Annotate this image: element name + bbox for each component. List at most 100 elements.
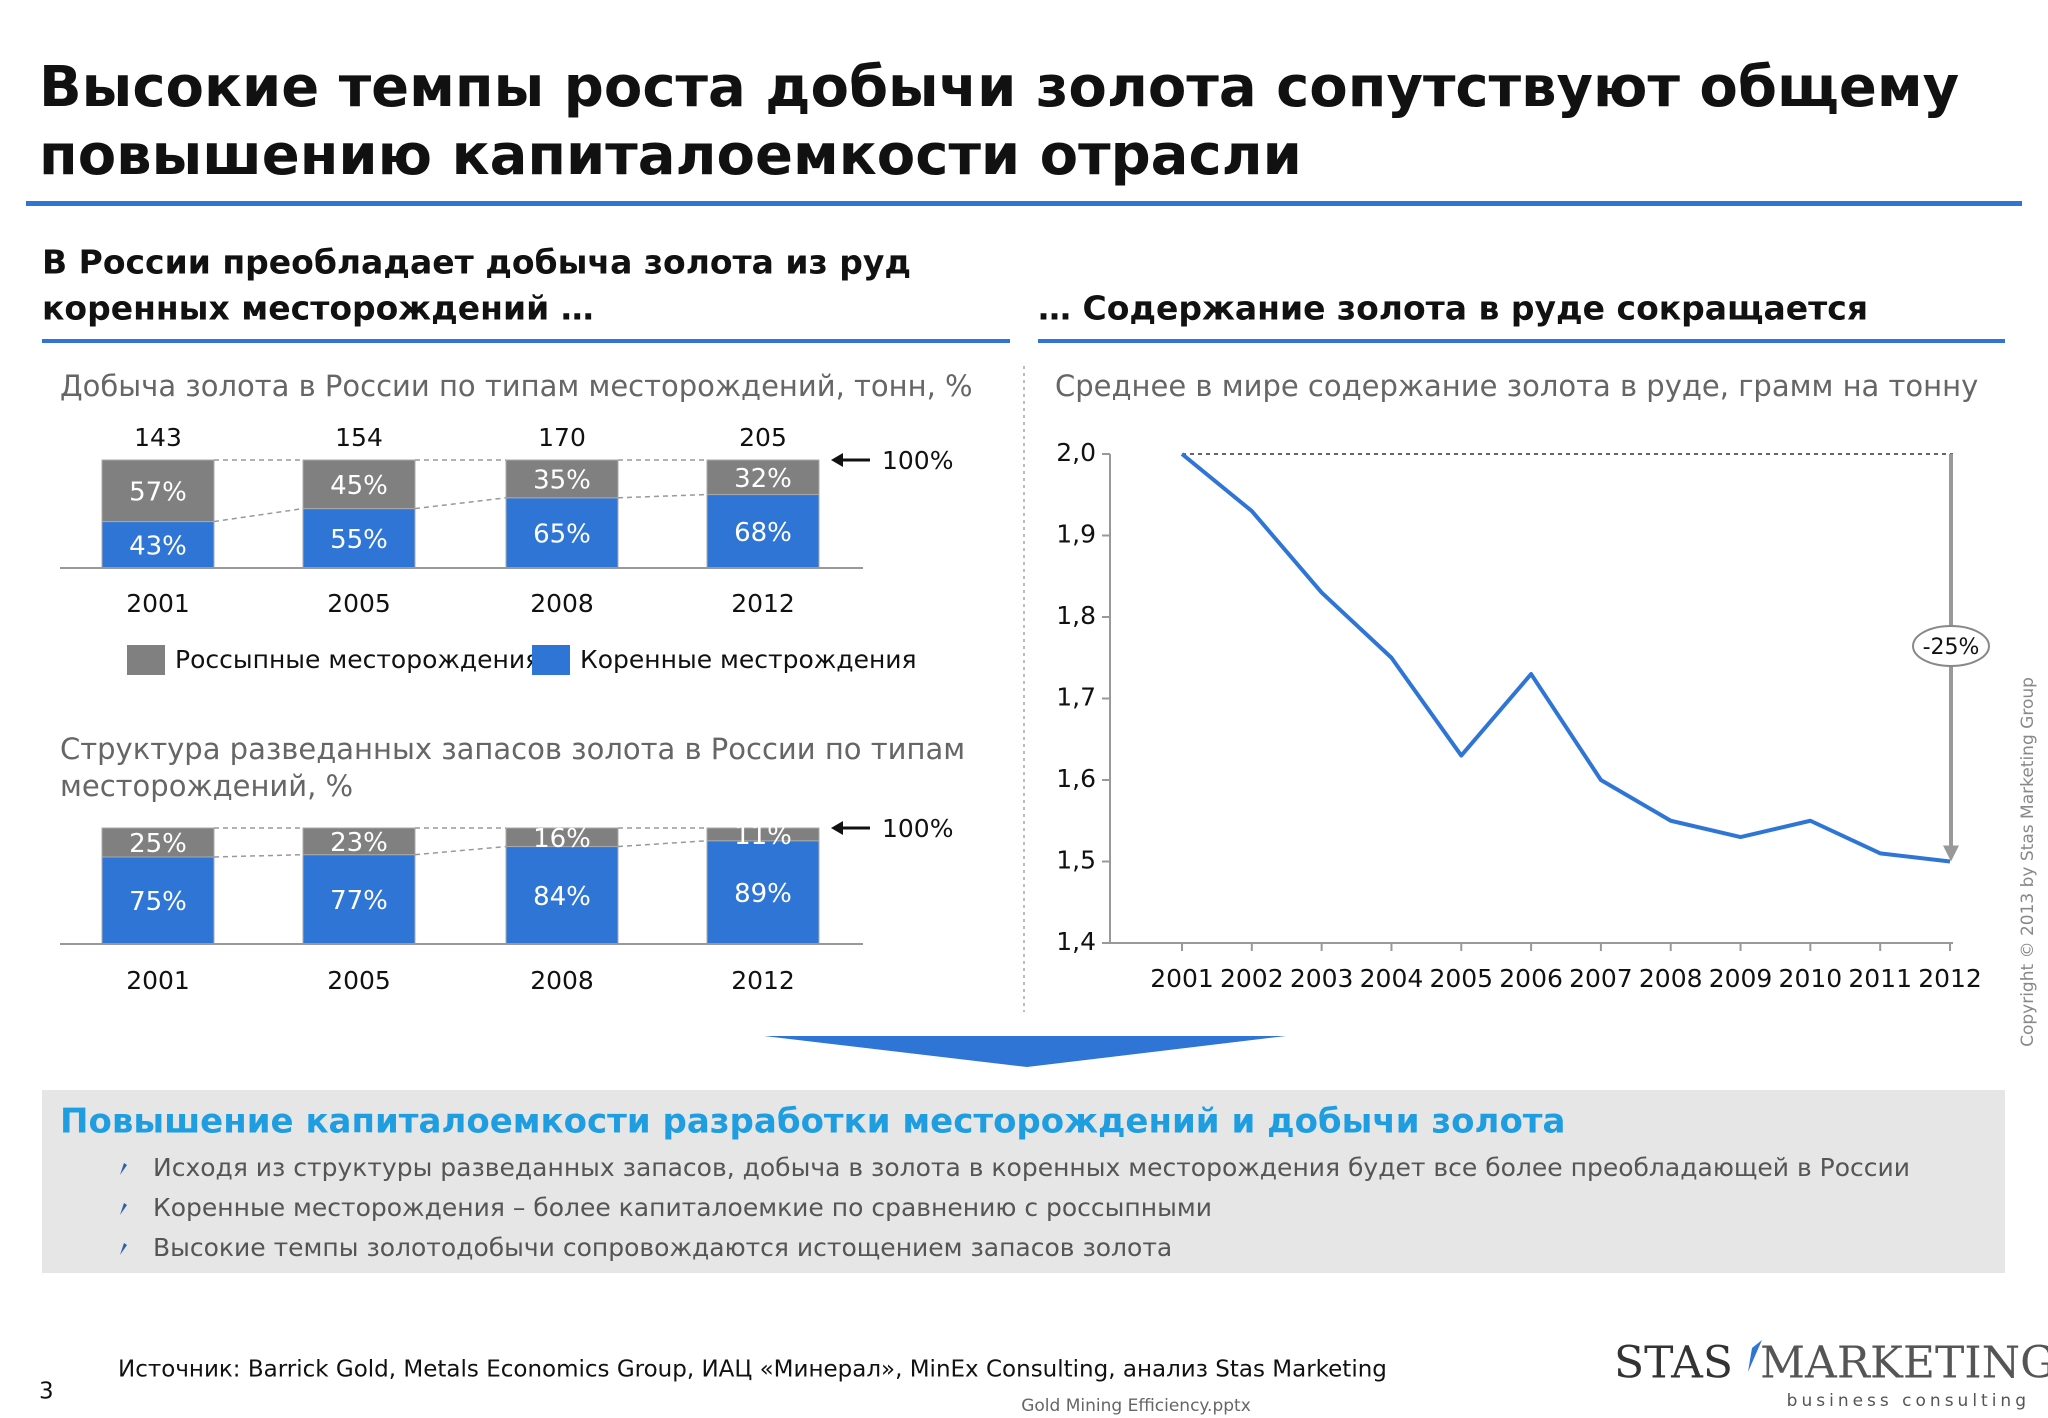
value-label: 32% xyxy=(734,464,792,494)
title-rule xyxy=(26,201,2022,206)
x-tick-label: 2011 xyxy=(1848,964,1912,993)
section-rule xyxy=(1038,339,2005,343)
value-label: 11% xyxy=(734,821,792,851)
bullet-mark xyxy=(120,1163,127,1175)
connector xyxy=(213,853,304,858)
value-label: 25% xyxy=(129,829,187,859)
logo-right: MARKETING xyxy=(1760,1338,2048,1389)
value-label: 45% xyxy=(330,471,388,501)
bullet-text: Высокие темпы золотодобычи сопровождаютс… xyxy=(153,1233,1172,1262)
connector xyxy=(414,845,507,856)
x-tick-label: 2008 xyxy=(1639,964,1703,993)
section-heading: коренных месторождений … xyxy=(42,289,594,328)
bar-segment xyxy=(505,846,619,945)
chart-title: Добыча золота в России по типам месторож… xyxy=(60,369,973,403)
x-tick-label: 2005 xyxy=(1429,964,1493,993)
x-tick-label: 2002 xyxy=(1220,964,1284,993)
y-tick-label: 1,8 xyxy=(1056,601,1096,630)
bullet-list: Исходя из структуры разведанных запасов,… xyxy=(120,1153,1910,1262)
y-tick-label: 1,6 xyxy=(1056,764,1096,793)
x-tick-label: 2010 xyxy=(1779,964,1843,993)
x-tick-label: 2004 xyxy=(1360,964,1424,993)
legend-swatch xyxy=(532,645,570,675)
bar-segment xyxy=(101,856,215,945)
value-label: 57% xyxy=(129,477,187,507)
y-tick-label: 1,7 xyxy=(1056,683,1096,712)
x-tick-label: 2012 xyxy=(1918,964,1982,993)
change-arrow-head xyxy=(1943,845,1959,862)
legend-swatch xyxy=(127,645,165,675)
bar-segment xyxy=(505,459,619,499)
x-tick-label: 2012 xyxy=(731,966,795,995)
value-label: 68% xyxy=(734,518,792,548)
arrow-head xyxy=(831,453,843,467)
page-number: 3 xyxy=(39,1379,54,1405)
section-heading: В России преобладает добыча золота из ру… xyxy=(42,243,911,282)
x-tick-label: 2001 xyxy=(126,966,190,995)
x-tick-label: 2001 xyxy=(1150,964,1214,993)
bar-segment xyxy=(302,827,416,856)
total-label: 143 xyxy=(134,423,182,452)
x-tick-label: 2007 xyxy=(1569,964,1633,993)
bar-segment xyxy=(101,827,215,858)
total-label: 205 xyxy=(739,423,787,452)
x-tick-label: 2006 xyxy=(1499,964,1563,993)
annotation: 100% xyxy=(882,446,953,475)
total-label: 170 xyxy=(538,423,586,452)
value-label: 75% xyxy=(129,887,187,917)
logo-tagline: business consulting xyxy=(1787,1391,2030,1411)
value-label: 16% xyxy=(533,824,591,854)
bar-segment xyxy=(706,459,820,496)
chart-title: месторождений, % xyxy=(60,769,353,803)
section-rule xyxy=(42,339,1010,343)
legend-label: Коренные местрождения xyxy=(580,645,917,674)
summary-heading: Повышение капиталоемкости разработки мес… xyxy=(60,1102,1565,1142)
y-tick-label: 1,9 xyxy=(1056,520,1096,549)
connector xyxy=(213,507,304,523)
chart-title: Среднее в мире содержание золота в руде,… xyxy=(1055,369,1978,403)
bar-segment xyxy=(302,508,416,569)
down-chevron xyxy=(764,1036,1286,1067)
value-label: 43% xyxy=(129,531,187,561)
x-tick-label: 2005 xyxy=(327,966,391,995)
legend-label: Россыпные месторождения xyxy=(175,645,540,674)
summary-box xyxy=(42,1090,2005,1273)
x-tick-label: 2001 xyxy=(126,589,190,618)
x-tick-label: 2009 xyxy=(1709,964,1773,993)
total-label: 154 xyxy=(335,423,383,452)
value-label: 89% xyxy=(734,879,792,909)
y-tick-label: 2,0 xyxy=(1056,438,1096,467)
bar-segment xyxy=(302,854,416,945)
section-heading: … Содержание золота в руде сокращается xyxy=(1038,289,1868,328)
bar-segment xyxy=(302,459,416,510)
bullet-mark xyxy=(120,1203,127,1215)
title-line: Высокие темпы роста добычи золота сопутс… xyxy=(39,55,1959,120)
bullet-text: Исходя из структуры разведанных запасов,… xyxy=(153,1153,1910,1182)
value-label: 84% xyxy=(533,882,591,912)
y-tick-label: 1,5 xyxy=(1056,846,1096,875)
annotation: 100% xyxy=(882,814,953,843)
copyright: Copyright © 2013 by Stas Marketing Group xyxy=(2018,677,2038,1047)
bar-segment xyxy=(505,827,619,848)
value-label: 35% xyxy=(533,465,591,495)
arrow-head xyxy=(831,821,843,835)
x-tick-label: 2012 xyxy=(731,589,795,618)
y-tick-label: 1,4 xyxy=(1056,927,1096,956)
title-line: повышению капиталоемкости отрасли xyxy=(39,123,1302,188)
bar-segment xyxy=(101,521,215,569)
connector xyxy=(414,497,507,510)
value-label: 65% xyxy=(533,519,591,549)
value-label: 55% xyxy=(330,525,388,555)
value-label: 77% xyxy=(330,886,388,916)
annotation: -25% xyxy=(1923,635,1980,660)
bullet-text: Коренные месторождения – более капиталое… xyxy=(153,1193,1212,1222)
source: Источник: Barrick Gold, Metals Economics… xyxy=(118,1357,1387,1383)
chart-title: Структура разведанных запасов золота в Р… xyxy=(60,732,965,766)
bar-segment xyxy=(706,827,820,842)
bullet-mark xyxy=(120,1243,127,1255)
line-series xyxy=(1180,452,1951,864)
logo-left: STAS xyxy=(1614,1338,1733,1389)
connector xyxy=(617,840,708,848)
value-label: 23% xyxy=(330,828,388,858)
